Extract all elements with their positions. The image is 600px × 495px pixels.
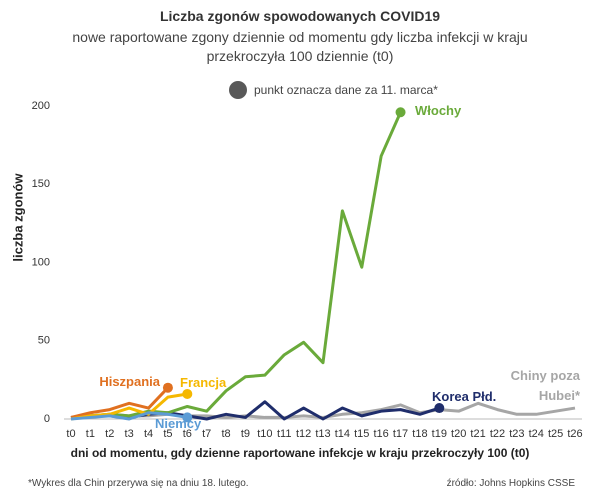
x-tick-label: t26 [567,428,582,440]
x-tick-label: t5 [163,428,172,440]
x-tick-label: t11 [277,428,291,440]
end-marker [395,107,406,118]
note-marker [229,81,247,99]
chart-subtitle: nowe raportowane zgony dziennie od momen… [72,29,528,64]
x-tick-label: t1 [86,428,95,440]
series-label: Niemcy [155,416,202,431]
end-marker [182,412,193,423]
end-marker [182,388,193,399]
series-line [70,111,402,419]
end-marker [162,382,173,393]
series-label: Hiszpania [99,374,160,389]
y-tick-label: 50 [38,335,50,347]
y-tick-label: 0 [44,413,50,425]
series-label: Włochy [415,103,462,118]
y-tick-label: 150 [32,178,50,190]
x-tick-label: t2 [105,428,114,440]
x-tick-label: t21 [470,428,485,440]
series-label: Chiny poza Hubei* [510,368,580,403]
x-tick-label: t18 [412,428,427,440]
series-line [70,392,188,421]
series-line [70,411,188,421]
x-tick-label: t17 [393,428,408,440]
x-tick-label: t24 [529,428,544,440]
x-tick-label: t3 [125,428,134,440]
x-tick-label: t8 [221,428,230,440]
x-tick-label: t15 [354,428,369,440]
chart-title: Liczba zgonów spowodowanych COVID19 [159,8,441,24]
x-tick-label: t0 [66,428,75,440]
x-tick-label: t9 [241,428,250,440]
y-tick-label: 100 [32,256,50,268]
x-tick-label: t16 [374,428,389,440]
x-axis-label: dni od momentu, gdy dzienne raportowane … [70,446,530,460]
x-tick-label: t19 [432,428,447,440]
x-tick-label: t13 [315,428,330,440]
y-tick-label: 200 [32,100,50,112]
x-tick-label: t12 [296,428,311,440]
series-label: Francja [180,375,227,390]
x-tick-label: t7 [202,428,211,440]
x-tick-label: t6 [183,428,192,440]
x-tick-label: t4 [144,428,153,440]
end-marker [434,403,445,414]
y-axis-label: liczba zgonów [10,173,26,262]
footnote: *Wykres dla Chin przerywa się na dniu 18… [28,478,249,489]
x-tick-label: t10 [257,428,272,440]
x-tick-label: t23 [509,428,524,440]
series-line [70,386,170,419]
source: źródło: Johns Hopkins CSSE [446,478,575,489]
x-tick-label: t14 [335,428,350,440]
series-label: Korea Płd. [432,389,497,404]
annotation: punkt oznacza dane za 11. marca* [254,83,438,97]
x-tick-label: t25 [548,428,563,440]
x-tick-label: t22 [490,428,505,440]
x-tick-label: t20 [451,428,466,440]
